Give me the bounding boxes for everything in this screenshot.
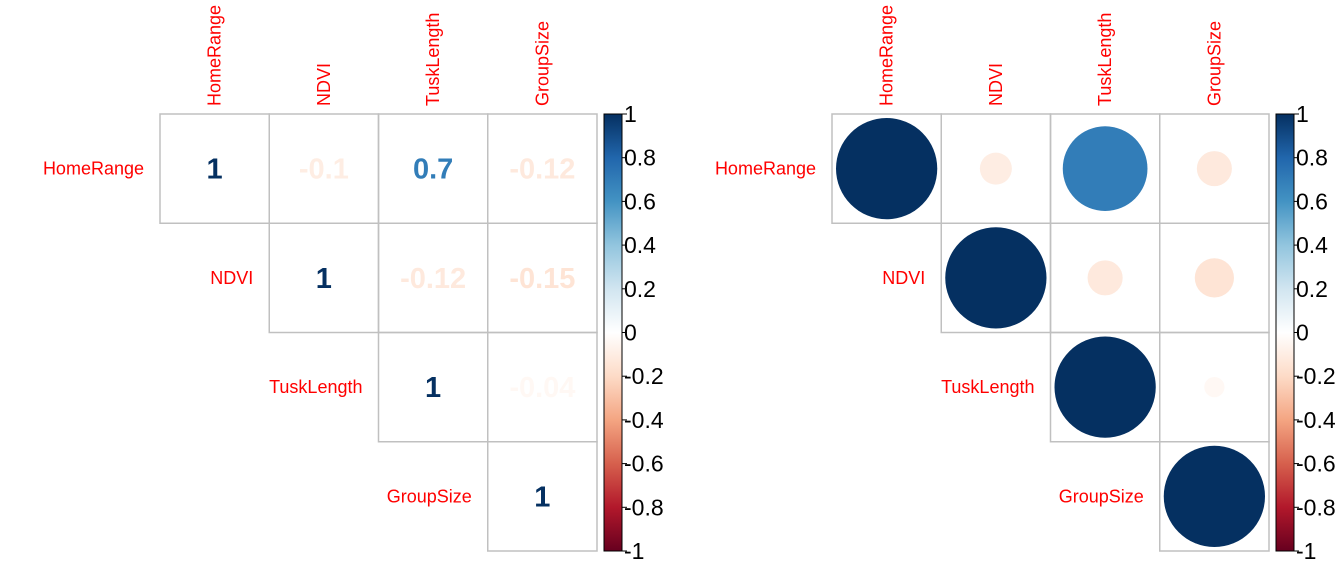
correlation-value: -0.12	[400, 263, 466, 295]
colorbar-tick-label: 0.6	[624, 188, 656, 214]
correlation-circle	[945, 227, 1047, 329]
correlation-number-panel: HomeRange NDVI TuskLength GroupSize HomeRang…	[43, 5, 664, 564]
column-label: GroupSize	[532, 21, 552, 106]
colorbar-tick-label: 0.8	[624, 145, 656, 171]
correlation-value: -0.1	[299, 154, 349, 186]
correlation-circle	[836, 118, 938, 220]
correlation-circle	[1054, 336, 1156, 438]
correlation-circle-panel: HomeRange NDVI TuskLength GroupSize HomeRang…	[715, 5, 1336, 564]
correlation-circle	[1194, 258, 1234, 298]
colorbar-tick-label: -0.2	[624, 363, 664, 389]
row-label: NDVI	[882, 268, 925, 288]
correlation-circle	[1087, 260, 1123, 296]
correlation-value: 1	[316, 263, 332, 295]
colorbar-tick-label: -0.2	[1296, 363, 1336, 389]
correlation-circle	[1204, 377, 1225, 398]
grid-cell	[487, 441, 598, 552]
column-label: TuskLength	[1095, 13, 1115, 106]
row-label: TuskLength	[941, 377, 1034, 397]
column-label: NDVI	[986, 63, 1006, 106]
colorbar-tick-label: 0.2	[624, 276, 656, 302]
colorbar	[603, 113, 623, 552]
column-label: TuskLength	[423, 13, 443, 106]
colorbar-tick-label: -0.8	[624, 494, 664, 520]
colorbar-tick-label: -0.6	[624, 451, 664, 477]
colorbar-tick-label: -0.4	[624, 407, 664, 433]
colorbar-tick-label: -1	[624, 538, 644, 564]
colorbar-tick-label: -0.6	[1296, 451, 1336, 477]
colorbar-tick-label: 0.4	[1296, 232, 1328, 258]
colorbar-tick-label: -1	[1296, 538, 1316, 564]
correlation-value: 1	[207, 154, 223, 186]
grid-cell	[1159, 441, 1270, 552]
colorbar-tick-label: 0.8	[1296, 145, 1328, 171]
correlation-circle	[1062, 126, 1148, 211]
colorbar	[1275, 113, 1295, 552]
colorbar-tick-label: -0.4	[1296, 407, 1336, 433]
column-label: NDVI	[314, 63, 334, 106]
row-label: GroupSize	[1059, 486, 1144, 506]
correlation-value: 0.7	[413, 154, 453, 186]
column-label: HomeRange	[205, 5, 225, 106]
column-label: HomeRange	[877, 5, 897, 106]
colorbar-tick-label: 0	[1296, 320, 1309, 346]
row-label: NDVI	[210, 268, 253, 288]
row-label: HomeRange	[715, 159, 816, 179]
colorbar-tick-label: 1	[1296, 101, 1309, 127]
row-label: GroupSize	[387, 486, 472, 506]
correlation-value: -0.12	[509, 154, 575, 186]
correlation-circle	[1163, 445, 1265, 547]
correlation-value: -0.04	[509, 372, 575, 404]
row-label: TuskLength	[269, 377, 362, 397]
colorbar-tick-label: 0.2	[1296, 276, 1328, 302]
column-label: GroupSize	[1204, 21, 1224, 106]
correlation-value: 1	[425, 372, 441, 404]
correlation-value: 1	[534, 481, 550, 513]
colorbar-tick-label: 0	[624, 320, 637, 346]
colorbar-tick-label: 1	[624, 101, 637, 127]
correlation-value: -0.15	[509, 263, 575, 295]
colorbar-tick-label: 0.4	[624, 232, 656, 258]
correlation-circle	[1196, 151, 1232, 187]
colorbar-tick-label: 0.6	[1296, 188, 1328, 214]
colorbar-tick-label: -0.8	[1296, 494, 1336, 520]
correlation-circle	[979, 152, 1012, 185]
row-label: HomeRange	[43, 159, 144, 179]
